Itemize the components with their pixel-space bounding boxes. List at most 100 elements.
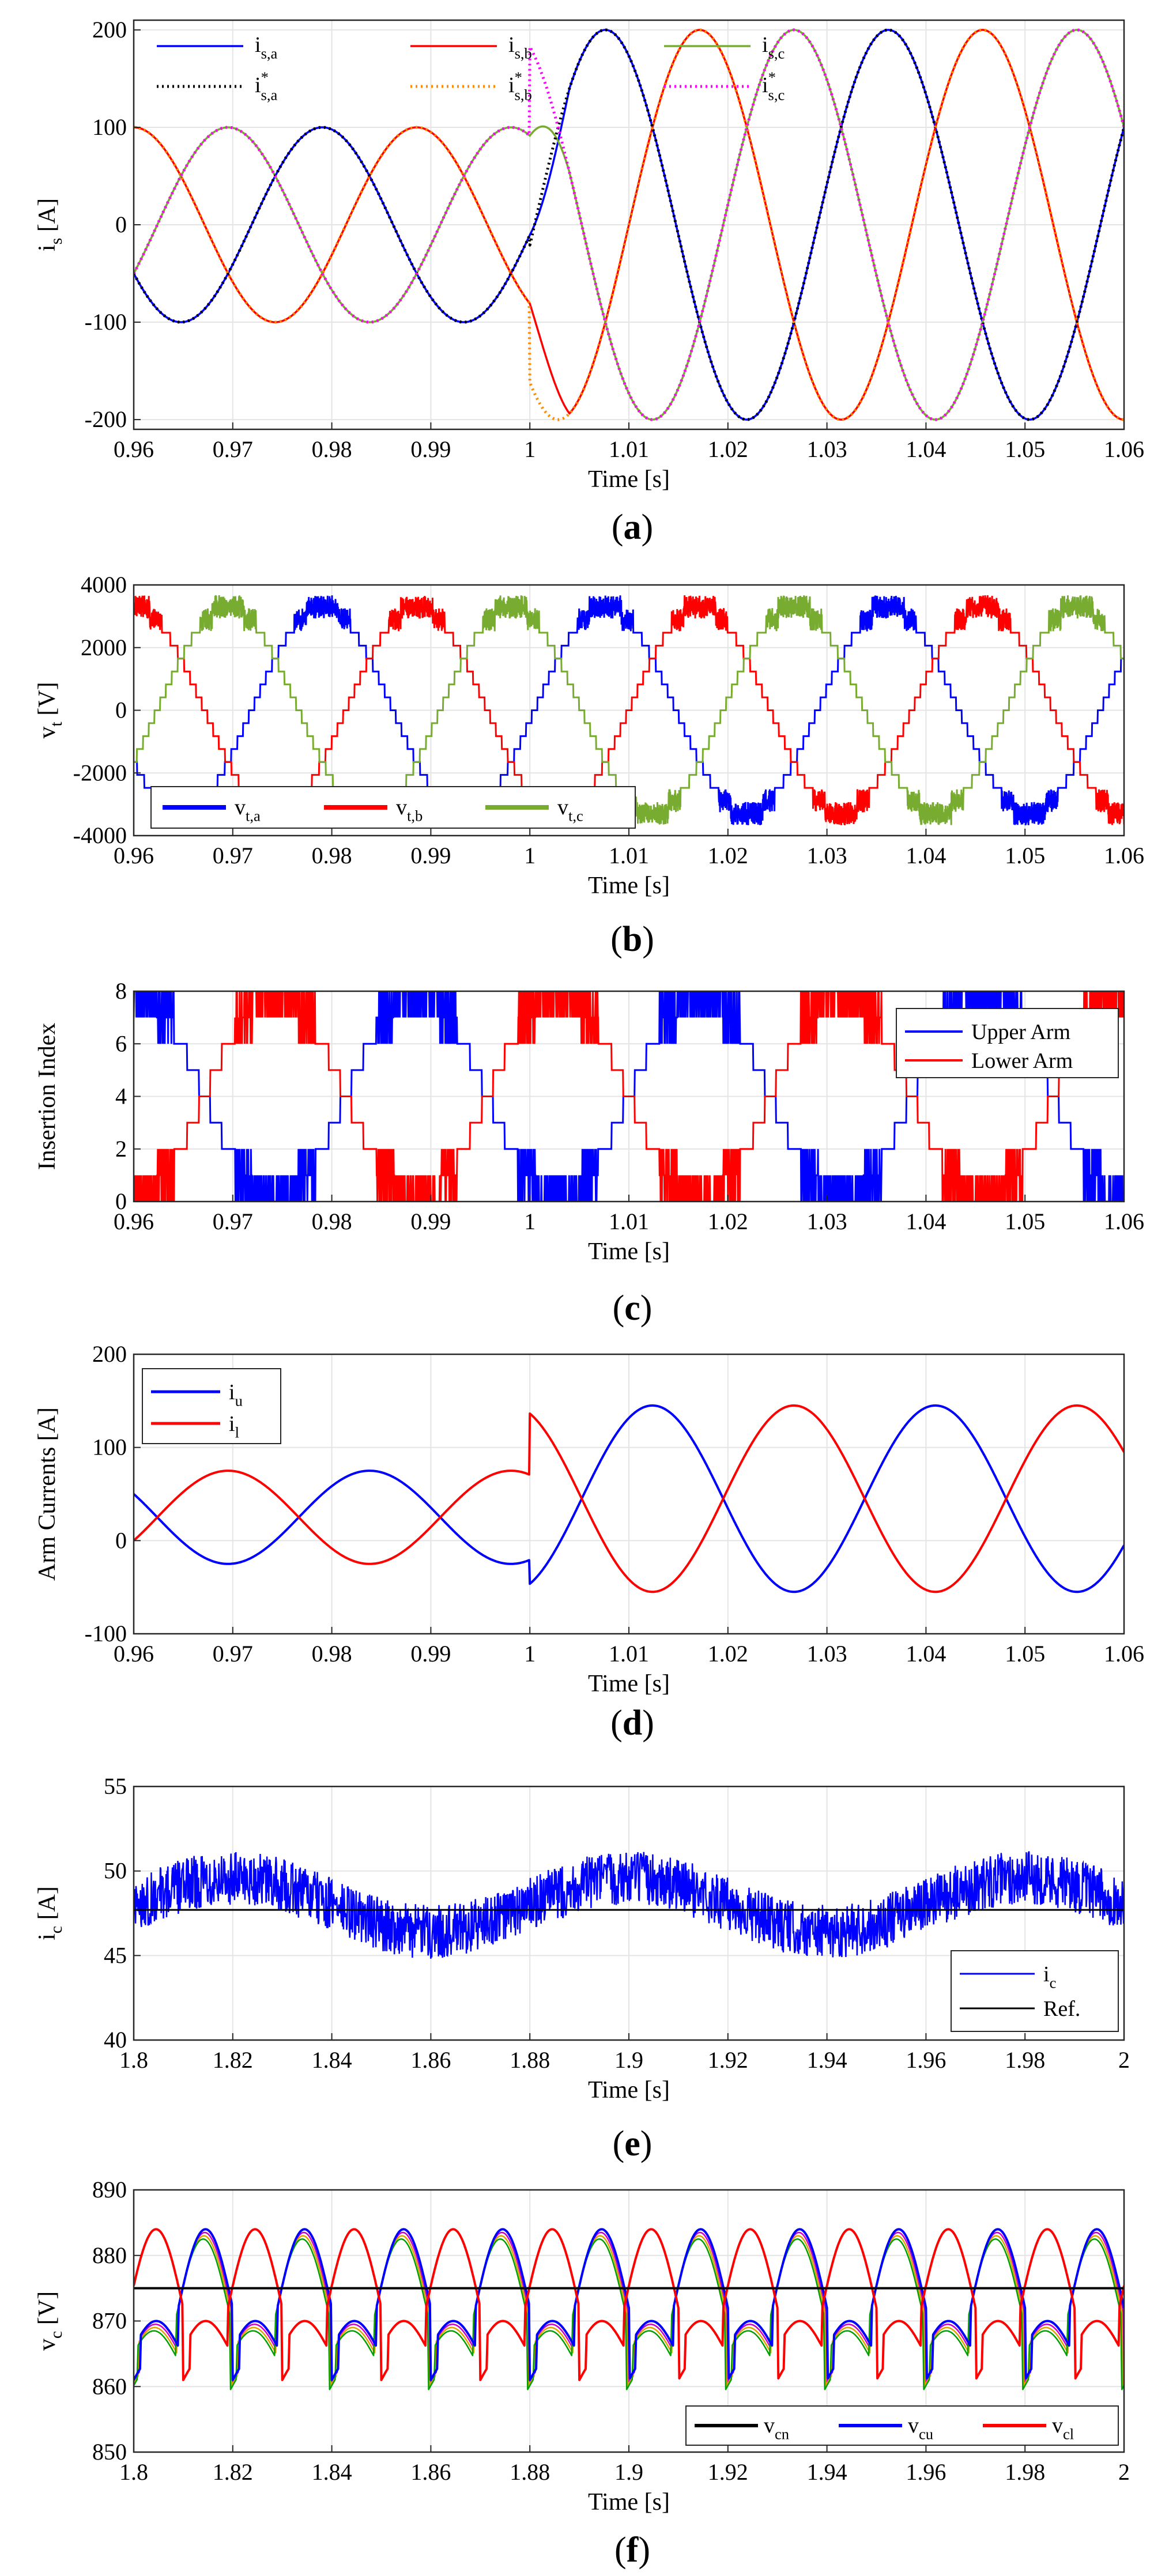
panel-a: 0.96 0.97 0.98 0.99 1 1.01 1.02 1.03 1.04 1.05 1.0… bbox=[34, 17, 1144, 547]
legend-label-1: il bbox=[229, 1412, 239, 1441]
x-tick-label: 1.84 bbox=[312, 2047, 352, 2073]
series-cell-3 bbox=[134, 2238, 1124, 2390]
legend-label-2: vcl bbox=[1052, 2413, 1074, 2442]
x-tick-label: 1.05 bbox=[1005, 436, 1045, 462]
y-tick-label: 0 bbox=[115, 697, 127, 723]
panel-f: 1.8 1.82 1.84 1.86 1.88 1.9 1.92 1.94 1.96 1.98 2 8… bbox=[34, 2177, 1130, 2570]
x-tick-label: 1.03 bbox=[807, 843, 847, 868]
legend-label-1: Lower Arm bbox=[971, 1049, 1073, 1073]
x-tick-label: 1.02 bbox=[708, 1641, 748, 1667]
x-tick-label: 1.04 bbox=[906, 1641, 946, 1667]
legend: vt,a vt,b vt,c bbox=[150, 786, 636, 829]
legend-label-0: Upper Arm bbox=[971, 1020, 1070, 1044]
panel-label: (c) bbox=[613, 1289, 653, 1328]
series-cell-2 bbox=[134, 2235, 1124, 2386]
x-tick-label: 1.03 bbox=[807, 1641, 847, 1667]
y-tick-label: -200 bbox=[85, 406, 127, 432]
x-axis-label: Time [s] bbox=[588, 2077, 670, 2103]
x-tick-label: 1.01 bbox=[609, 1641, 649, 1667]
x-tick-label: 0.99 bbox=[410, 1641, 451, 1667]
x-tick-label: 1.9 bbox=[614, 2459, 643, 2485]
y-tick-label: 100 bbox=[92, 1434, 127, 1460]
panel-c: 0.96 0.97 0.98 0.99 1 1.01 1.02 1.03 1.04 1.05 1.0… bbox=[34, 978, 1144, 1328]
x-tick-label: 1.98 bbox=[1005, 2047, 1045, 2073]
x-tick-label: 1.88 bbox=[510, 2459, 550, 2485]
x-tick-label: 1.06 bbox=[1104, 1641, 1144, 1667]
y-tick-label: 0 bbox=[115, 1188, 127, 1214]
legend-label-2: vt,c bbox=[557, 795, 583, 824]
series-t-a bbox=[134, 595, 1124, 826]
x-tick-label: 1.01 bbox=[609, 1208, 649, 1234]
legend-label-0: iu bbox=[229, 1380, 243, 1409]
panel-e: 1.8 1.82 1.84 1.86 1.88 1.9 1.92 1.94 1.96 1.98 2 4… bbox=[34, 1773, 1130, 2163]
x-tick-label: 0.98 bbox=[312, 843, 352, 868]
legend-label-0: vcn bbox=[764, 2413, 789, 2442]
x-axis-label: Time [s] bbox=[588, 466, 670, 493]
y-tick-label: 200 bbox=[92, 17, 127, 43]
x-tick-label: 1 bbox=[524, 1208, 536, 1234]
legend: iu il bbox=[142, 1368, 281, 1444]
legend: vcn vcu vcl bbox=[685, 2405, 1119, 2446]
legend: is,a is,b is,c i* s,a i* s,b i* s,c bbox=[157, 33, 785, 103]
x-tick-label: 1.94 bbox=[807, 2047, 847, 2073]
y-tick-label: -100 bbox=[85, 309, 127, 335]
x-tick-label: 0.99 bbox=[410, 436, 451, 462]
x-tick-label: 1.92 bbox=[708, 2047, 748, 2073]
y-tick-label: -2000 bbox=[73, 760, 127, 785]
x-tick-label: 0.96 bbox=[114, 436, 154, 462]
series-group bbox=[134, 28, 1124, 421]
x-tick-label: 0.97 bbox=[213, 1208, 253, 1234]
x-tick-label: 1.9 bbox=[614, 2047, 643, 2073]
series-group bbox=[134, 1404, 1124, 1593]
x-tick-label: 1.88 bbox=[510, 2047, 550, 2073]
x-tick-label: 1.86 bbox=[410, 2047, 451, 2073]
y-tick-label: 4000 bbox=[81, 572, 127, 598]
y-axis-label: Arm Currents [A] bbox=[34, 1407, 61, 1581]
x-tick-label: 1.05 bbox=[1005, 1208, 1045, 1234]
panel-label: (f) bbox=[614, 2530, 650, 2570]
x-tick-label: 0.97 bbox=[213, 843, 253, 868]
x-tick-label: 1.92 bbox=[708, 2459, 748, 2485]
series-i-c bbox=[134, 1851, 1124, 1959]
x-tick-label: 1.84 bbox=[312, 2459, 352, 2485]
x-tick-label: 1.01 bbox=[609, 436, 649, 462]
y-axis-label: Insertion Index bbox=[34, 1023, 61, 1170]
x-axis-label: Time [s] bbox=[588, 872, 670, 899]
x-tick-label: 1.04 bbox=[906, 1208, 946, 1234]
legend-box bbox=[896, 1008, 1119, 1078]
legend-label-1: Ref. bbox=[1043, 1997, 1080, 2021]
x-tick-label: 1.06 bbox=[1104, 436, 1144, 462]
panel-label: (a) bbox=[612, 508, 653, 547]
series-group bbox=[134, 1851, 1124, 1959]
y-tick-label: -100 bbox=[85, 1621, 127, 1646]
x-tick-label: 0.96 bbox=[114, 843, 154, 868]
legend-box bbox=[142, 1368, 281, 1444]
series-s-c-ref bbox=[134, 28, 1124, 421]
x-tick-label: 1.01 bbox=[609, 843, 649, 868]
series-group bbox=[134, 2228, 1124, 2390]
legend-label-0: is,a bbox=[255, 33, 278, 62]
x-tick-label: 1.96 bbox=[906, 2459, 946, 2485]
panel-label: (d) bbox=[610, 1704, 654, 1743]
y-tick-label: 100 bbox=[92, 114, 127, 140]
x-tick-label: 1.02 bbox=[708, 436, 748, 462]
x-tick-label: 2 bbox=[1118, 2459, 1130, 2485]
x-axis-label: Time [s] bbox=[588, 2489, 670, 2515]
series-v-cl bbox=[134, 2228, 1124, 2381]
x-tick-label: 0.98 bbox=[312, 1641, 352, 1667]
y-tick-label: 880 bbox=[92, 2242, 127, 2268]
x-tick-label: 1 bbox=[524, 1641, 536, 1667]
x-tick-label: 1 bbox=[524, 436, 536, 462]
legend-label-3: i* s,a bbox=[255, 69, 278, 103]
x-tick-label: 0.96 bbox=[114, 1641, 154, 1667]
x-tick-label: 1.04 bbox=[906, 843, 946, 868]
y-tick-label: 40 bbox=[104, 2027, 127, 2053]
series-v-cu bbox=[134, 2228, 1124, 2381]
x-tick-label: 1.06 bbox=[1104, 843, 1144, 868]
legend: ic Ref. bbox=[951, 1950, 1119, 2032]
series-lower-arm bbox=[134, 991, 1124, 1202]
x-tick-label: 0.98 bbox=[312, 436, 352, 462]
series-i-l bbox=[134, 1404, 1124, 1593]
x-tick-label: 1.06 bbox=[1104, 1208, 1144, 1234]
